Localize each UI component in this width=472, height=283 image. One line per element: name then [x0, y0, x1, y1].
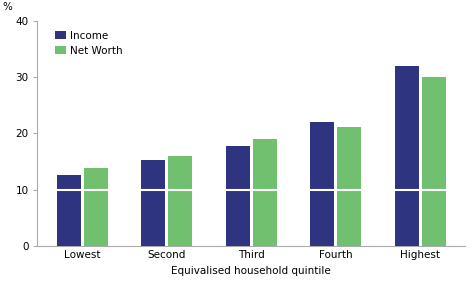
- Bar: [253, 190, 277, 246]
- Bar: [226, 146, 250, 190]
- Bar: [84, 168, 108, 190]
- Bar: [311, 122, 334, 190]
- Bar: [142, 160, 165, 190]
- Bar: [337, 190, 361, 246]
- Bar: [253, 139, 277, 190]
- Bar: [84, 190, 108, 246]
- X-axis label: Equivalised household quintile: Equivalised household quintile: [171, 266, 331, 276]
- Bar: [169, 190, 192, 246]
- Bar: [142, 190, 165, 246]
- Bar: [395, 190, 419, 246]
- Bar: [169, 156, 192, 190]
- Bar: [57, 190, 81, 246]
- Bar: [226, 190, 250, 246]
- Bar: [422, 77, 446, 190]
- Bar: [57, 175, 81, 190]
- Bar: [395, 66, 419, 190]
- Bar: [422, 190, 446, 246]
- Legend: Income, Net Worth: Income, Net Worth: [51, 26, 127, 60]
- Y-axis label: %: %: [3, 2, 12, 12]
- Bar: [337, 127, 361, 190]
- Bar: [311, 190, 334, 246]
